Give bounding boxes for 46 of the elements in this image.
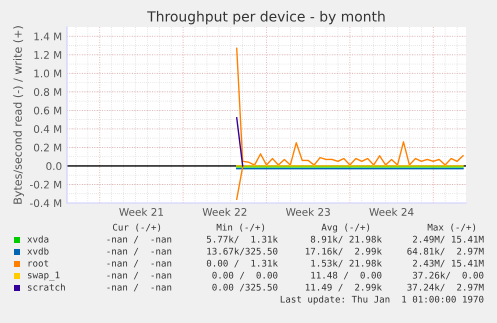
legend-label: xvdb (27, 248, 49, 255)
text: Cur (-/+) (112, 224, 160, 232)
x-tick-label: Week 23 (286, 208, 330, 216)
y-tick-label: 0.8 M (34, 88, 62, 96)
legend-label: xvda (27, 236, 48, 243)
text: -nan / -nan (107, 272, 172, 280)
y-axis-title: Bytes/second read (-) / write (+) (13, 26, 24, 204)
y-tick-label: 0.0 (46, 162, 62, 170)
text: 2.49M/ 15.41M (412, 236, 484, 244)
text: 5.77k/ 1.31k (206, 236, 278, 244)
y-tick-label: -0.4 M (30, 199, 62, 208)
y-tick-label: 0.2 M (34, 144, 62, 152)
y-tick-label: 1.4 M (34, 32, 62, 40)
legend-label: root (28, 260, 48, 267)
text: -nan / -nan (107, 260, 172, 268)
text: 11.48 / 0.00 (311, 272, 382, 280)
text: 13.67k/325.50 (207, 248, 278, 256)
text: 0.00 /325.50 (212, 284, 278, 292)
y-tick-label: 1.2 M (34, 51, 62, 59)
text: Min (-/+) (216, 224, 264, 232)
text: 1.53k/ 21.98k (311, 260, 382, 268)
text: 64.81k/ 2.97M (407, 248, 484, 256)
x-tick-label: Week 21 (119, 208, 164, 216)
text: 0.00 / 1.31k (206, 260, 278, 268)
text: -nan / -nan (107, 248, 172, 256)
text: 37.24k/ 2.97M (407, 284, 484, 292)
text: 17.16k/ 2.99k (306, 248, 382, 256)
text: 8.91k/ 21.98k (310, 236, 382, 244)
text: -nan / -nan (107, 284, 172, 292)
legend-label: swap_1 (28, 272, 60, 280)
x-tick-label: Week 24 (369, 208, 414, 216)
text: 11.49 / 2.99k (306, 284, 382, 292)
y-tick-label: 1.0 M (34, 70, 62, 78)
chart-title: Throughput per device - by month (147, 10, 385, 24)
y-tick-label: -0.2 M (30, 180, 62, 189)
text: Max (-/+) (428, 224, 476, 232)
text: Avg (-/+) (322, 224, 370, 232)
text: -nan / -nan (107, 236, 172, 244)
x-tick-label: Week 22 (202, 208, 246, 216)
legend-label: scratch (28, 284, 65, 291)
text: 37.26k/ 0.00 (412, 272, 484, 280)
text: Last update: Thu Jan 1 01:00:00 1970 (280, 296, 484, 304)
y-tick-label: 0.4 M (34, 125, 62, 133)
text: 2.43M/ 15.41M (412, 260, 484, 268)
text: 0.00 / 0.00 (212, 272, 278, 280)
y-tick-label: 0.6 M (34, 106, 62, 114)
